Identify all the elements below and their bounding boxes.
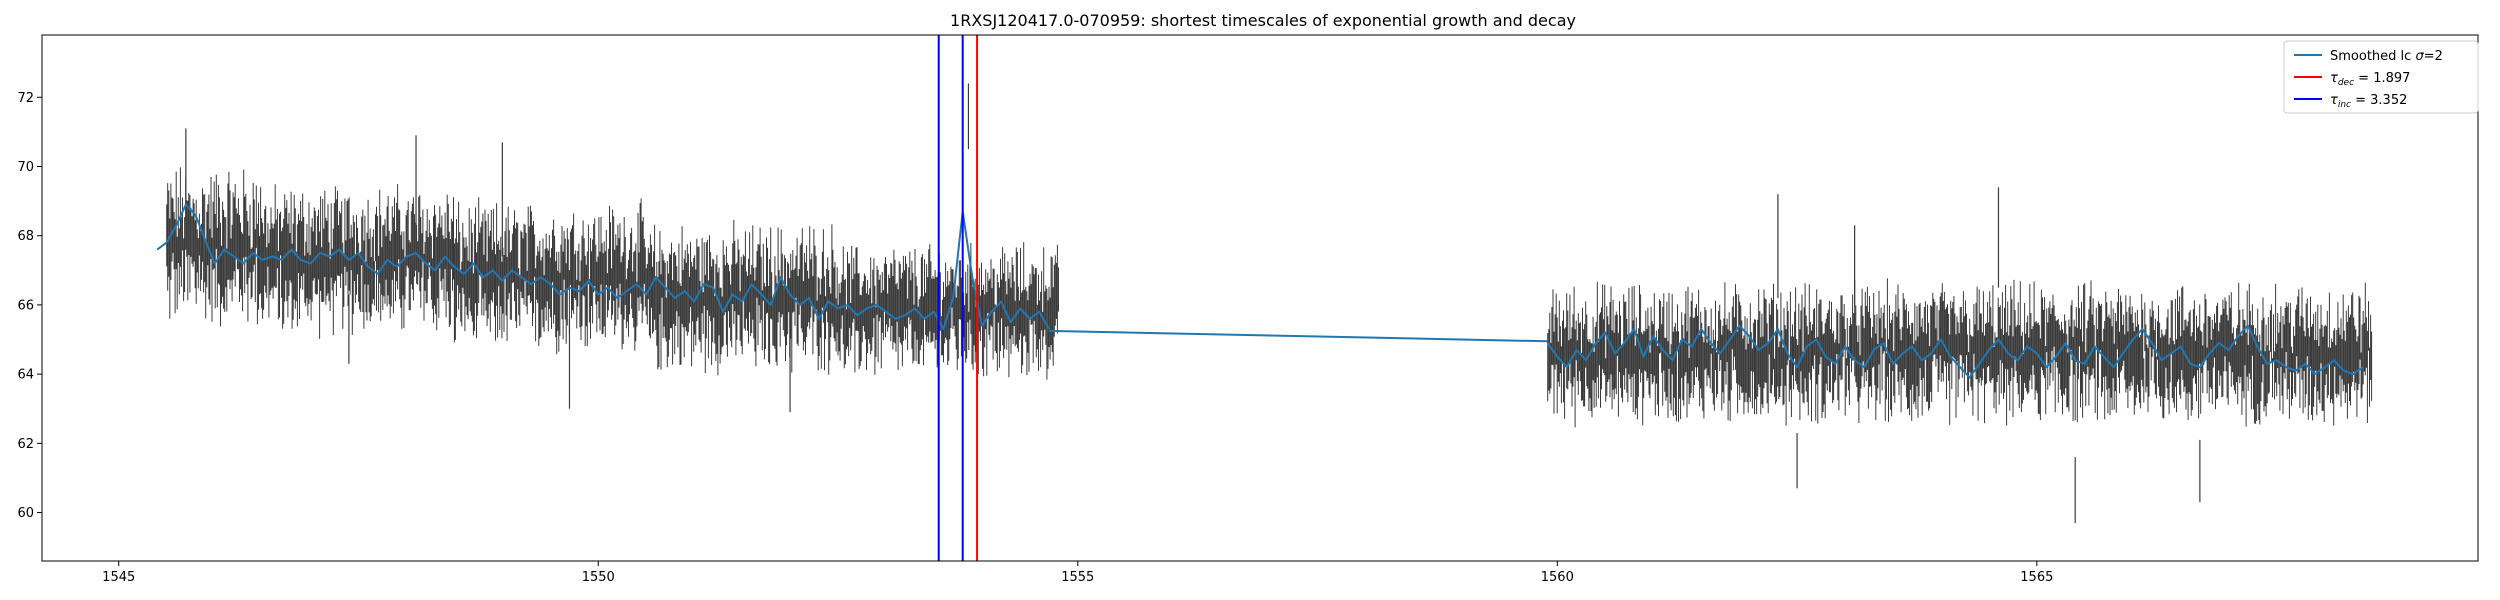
errorbar-cluster <box>262 184 454 339</box>
errorbar-cluster <box>453 197 646 355</box>
x-tick-label: 1565 <box>2020 570 2053 585</box>
legend-label-smoothed-main: Smoothed lc <box>2330 49 2415 64</box>
y-tick-label: 66 <box>17 298 34 313</box>
y-tick-label: 68 <box>17 229 34 244</box>
x-tick-label: 1560 <box>1541 570 1574 585</box>
legend: Smoothed lc σ=2 τdec = 1.897 τinc = 3.35… <box>2283 40 2479 114</box>
legend-label-smoothed-tail: =2 <box>2424 49 2443 64</box>
smoothed-line <box>1546 324 2364 379</box>
legend-label-tau-dec-tau: τ <box>2330 71 2338 86</box>
x-tick-label: 1555 <box>1061 570 1094 585</box>
y-tick-label: 60 <box>17 506 34 521</box>
y-tick-label: 64 <box>17 368 34 383</box>
chart-title: 1RXSJ120417.0-070959: shortest timescale… <box>950 11 1576 30</box>
legend-label-tau-inc: τinc = 3.352 <box>2330 93 2407 110</box>
legend-box <box>2283 40 2479 114</box>
legend-label-tau-dec-sub: dec <box>2338 78 2354 88</box>
errorbar-cluster <box>1547 278 2373 428</box>
legend-label-tau-inc-tail: = 3.352 <box>2351 93 2407 108</box>
y-tick-label: 62 <box>17 437 34 452</box>
plot-frame <box>41 34 2479 562</box>
smoothed-line <box>156 203 1050 331</box>
smoothed-line <box>1048 329 1548 343</box>
axes-group: 1545 1550 1555 1560 1565 60 62 64 66 68 70 72 <box>17 34 2479 585</box>
legend-label-tau-inc-sub: inc <box>2338 100 2351 110</box>
errorbars-group <box>166 83 2373 523</box>
legend-label-tau-dec-tail: = 1.897 <box>2354 71 2410 86</box>
y-tick-label: 70 <box>17 160 34 175</box>
errorbar-cluster <box>837 242 1059 380</box>
x-tick-label: 1545 <box>102 570 135 585</box>
legend-label-tau-dec: τdec = 1.897 <box>2330 71 2410 88</box>
legend-label-tau-inc-tau: τ <box>2330 93 2338 108</box>
y-tick-label: 72 <box>17 91 34 106</box>
vlines-group <box>937 35 979 561</box>
errorbar-cluster <box>645 219 838 376</box>
x-tick-label: 1550 <box>582 570 615 585</box>
legend-label-smoothed: Smoothed lc σ=2 <box>2330 49 2443 64</box>
legend-label-smoothed-sigma: σ <box>2415 49 2424 64</box>
series-group <box>156 203 2364 379</box>
